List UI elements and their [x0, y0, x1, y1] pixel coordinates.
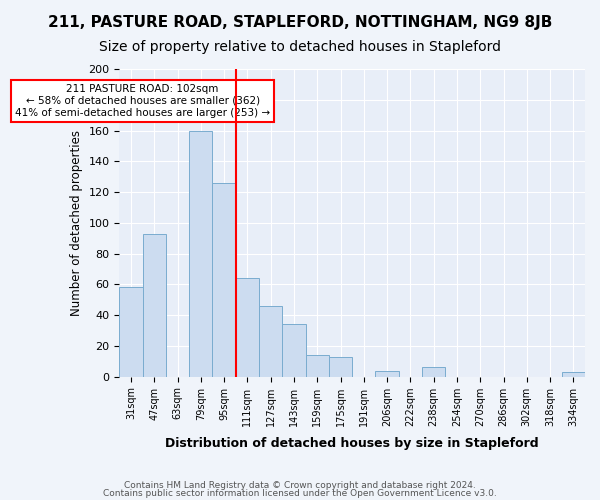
- Text: 211, PASTURE ROAD, STAPLEFORD, NOTTINGHAM, NG9 8JB: 211, PASTURE ROAD, STAPLEFORD, NOTTINGHA…: [48, 15, 552, 30]
- Bar: [236, 278, 259, 376]
- Text: Size of property relative to detached houses in Stapleford: Size of property relative to detached ho…: [99, 40, 501, 54]
- Text: Contains HM Land Registry data © Crown copyright and database right 2024.: Contains HM Land Registry data © Crown c…: [124, 481, 476, 490]
- Bar: [283, 324, 305, 376]
- Bar: [189, 130, 212, 376]
- Bar: [119, 288, 143, 376]
- Bar: [143, 234, 166, 376]
- Y-axis label: Number of detached properties: Number of detached properties: [70, 130, 83, 316]
- Bar: [259, 306, 283, 376]
- Bar: [305, 355, 329, 376]
- Bar: [212, 183, 236, 376]
- Text: 211 PASTURE ROAD: 102sqm
← 58% of detached houses are smaller (362)
41% of semi-: 211 PASTURE ROAD: 102sqm ← 58% of detach…: [15, 84, 270, 117]
- Bar: [422, 368, 445, 376]
- Bar: [329, 356, 352, 376]
- Bar: [562, 372, 585, 376]
- Bar: [376, 370, 399, 376]
- Text: Contains public sector information licensed under the Open Government Licence v3: Contains public sector information licen…: [103, 488, 497, 498]
- X-axis label: Distribution of detached houses by size in Stapleford: Distribution of detached houses by size …: [166, 437, 539, 450]
